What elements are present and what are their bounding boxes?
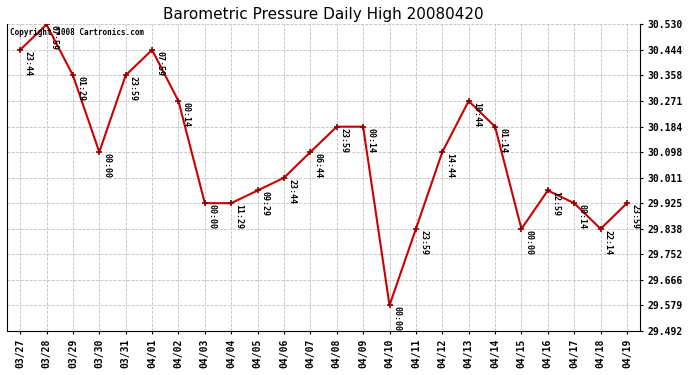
Text: 00:14: 00:14	[181, 102, 190, 127]
Text: 00:00: 00:00	[208, 204, 217, 229]
Text: 10:44: 10:44	[472, 102, 481, 127]
Text: 23:44: 23:44	[287, 178, 296, 204]
Text: 14:44: 14:44	[446, 153, 455, 178]
Text: 23:59: 23:59	[630, 204, 639, 229]
Text: 22:14: 22:14	[604, 230, 613, 255]
Text: 23:59: 23:59	[129, 76, 138, 101]
Text: 07:59: 07:59	[155, 51, 164, 76]
Text: 00:00: 00:00	[393, 306, 402, 331]
Text: 01:14: 01:14	[498, 128, 507, 153]
Text: 00:14: 00:14	[578, 204, 586, 229]
Title: Barometric Pressure Daily High 20080420: Barometric Pressure Daily High 20080420	[164, 7, 484, 22]
Text: 00:14: 00:14	[366, 128, 375, 153]
Text: 23:59: 23:59	[419, 230, 428, 255]
Text: 01:29: 01:29	[76, 76, 85, 101]
Text: 11:29: 11:29	[235, 204, 244, 229]
Text: 23:59: 23:59	[340, 128, 349, 153]
Text: 12:59: 12:59	[551, 191, 560, 216]
Text: 00:00: 00:00	[102, 153, 112, 178]
Text: 07:59: 07:59	[50, 26, 59, 50]
Text: 00:00: 00:00	[524, 230, 533, 255]
Text: 06:44: 06:44	[313, 153, 322, 178]
Text: 23:44: 23:44	[23, 51, 32, 76]
Text: Copyright 2008 Cartronics.com: Copyright 2008 Cartronics.com	[10, 28, 144, 37]
Text: 09:29: 09:29	[261, 191, 270, 216]
